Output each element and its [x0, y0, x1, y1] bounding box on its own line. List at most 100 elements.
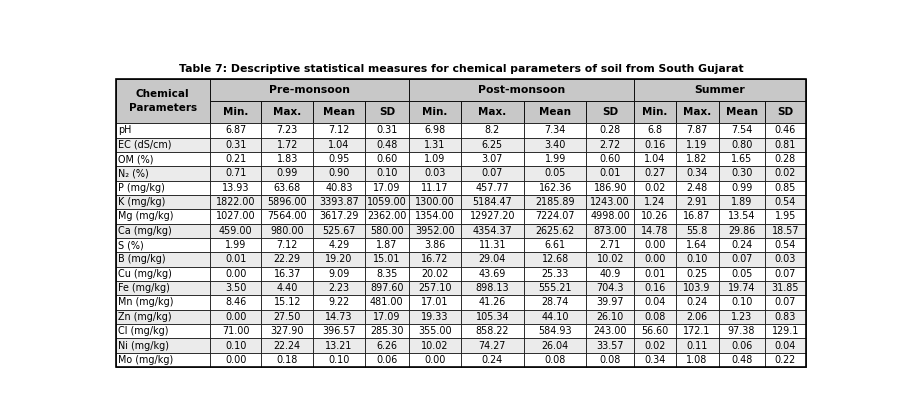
Text: 0.24: 0.24: [731, 240, 753, 250]
Text: 1.87: 1.87: [376, 240, 398, 250]
Text: Cu (mg/kg): Cu (mg/kg): [118, 269, 172, 279]
Bar: [718, 152, 765, 166]
Bar: [765, 138, 806, 152]
Bar: [461, 281, 524, 295]
Text: 22.29: 22.29: [274, 255, 301, 265]
Bar: [634, 238, 675, 252]
Text: 0.00: 0.00: [644, 240, 665, 250]
Bar: [210, 123, 261, 138]
Text: Max.: Max.: [682, 107, 711, 117]
Text: 6.8: 6.8: [647, 125, 663, 135]
Bar: [210, 267, 261, 281]
Text: Max.: Max.: [273, 107, 302, 117]
Text: 0.22: 0.22: [775, 355, 796, 365]
Bar: [586, 101, 634, 123]
Text: 6.98: 6.98: [424, 125, 445, 135]
Bar: [461, 166, 524, 181]
Bar: [765, 195, 806, 209]
Text: 580.00: 580.00: [370, 226, 404, 236]
Text: 0.02: 0.02: [644, 341, 665, 351]
Text: 26.10: 26.10: [596, 312, 624, 322]
Bar: [461, 209, 524, 224]
Bar: [586, 209, 634, 224]
Bar: [718, 101, 765, 123]
Bar: [524, 123, 586, 138]
Bar: [365, 209, 409, 224]
Text: 285.30: 285.30: [370, 326, 403, 336]
Bar: [765, 166, 806, 181]
Bar: [634, 252, 675, 267]
Bar: [313, 353, 365, 367]
Bar: [634, 267, 675, 281]
Bar: [409, 123, 461, 138]
Text: 0.08: 0.08: [644, 312, 665, 322]
Text: 3617.29: 3617.29: [320, 211, 359, 221]
Bar: [116, 338, 210, 353]
Text: 0.02: 0.02: [775, 168, 796, 178]
Text: 0.34: 0.34: [686, 168, 708, 178]
Bar: [313, 224, 365, 238]
Text: Mean: Mean: [726, 107, 758, 117]
Bar: [524, 281, 586, 295]
Text: 584.93: 584.93: [539, 326, 572, 336]
Text: 12927.20: 12927.20: [470, 211, 515, 221]
Bar: [409, 101, 461, 123]
Text: 4998.00: 4998.00: [590, 211, 630, 221]
Bar: [718, 166, 765, 181]
Bar: [765, 310, 806, 324]
Text: 6.87: 6.87: [224, 125, 246, 135]
Text: 40.83: 40.83: [325, 183, 353, 193]
Text: 0.85: 0.85: [775, 183, 797, 193]
Text: 15.12: 15.12: [274, 297, 301, 307]
Bar: [718, 281, 765, 295]
Text: 1243.00: 1243.00: [590, 197, 630, 207]
Text: 16.72: 16.72: [421, 255, 448, 265]
Bar: [261, 238, 313, 252]
Bar: [461, 238, 524, 252]
Bar: [634, 353, 675, 367]
Bar: [524, 238, 586, 252]
Text: 0.71: 0.71: [224, 168, 246, 178]
Text: 1.64: 1.64: [686, 240, 708, 250]
Bar: [210, 181, 261, 195]
Bar: [675, 310, 718, 324]
Bar: [313, 138, 365, 152]
Bar: [210, 238, 261, 252]
Bar: [409, 209, 461, 224]
Text: 481.00: 481.00: [370, 297, 404, 307]
Bar: [116, 209, 210, 224]
Text: 1.99: 1.99: [544, 154, 566, 164]
Bar: [461, 353, 524, 367]
Bar: [461, 224, 524, 238]
Bar: [210, 79, 409, 101]
Text: 17.09: 17.09: [373, 183, 401, 193]
Text: 0.10: 0.10: [376, 168, 398, 178]
Text: Min.: Min.: [422, 107, 447, 117]
Text: 6.25: 6.25: [482, 140, 503, 150]
Bar: [765, 267, 806, 281]
Bar: [261, 252, 313, 267]
Bar: [365, 238, 409, 252]
Text: 40.9: 40.9: [600, 269, 621, 279]
Text: Mean: Mean: [540, 107, 571, 117]
Bar: [210, 101, 261, 123]
Text: 457.77: 457.77: [476, 183, 509, 193]
Bar: [210, 195, 261, 209]
Bar: [461, 338, 524, 353]
Bar: [675, 295, 718, 310]
Bar: [524, 267, 586, 281]
Bar: [365, 338, 409, 353]
Text: 7.87: 7.87: [686, 125, 708, 135]
Text: 31.85: 31.85: [771, 283, 799, 293]
Text: 0.34: 0.34: [644, 355, 665, 365]
Text: Table 7: Descriptive statistical measures for chemical parameters of soil from S: Table 7: Descriptive statistical measure…: [179, 64, 744, 74]
Text: 28.74: 28.74: [541, 297, 569, 307]
Text: 63.68: 63.68: [274, 183, 301, 193]
Bar: [461, 181, 524, 195]
Text: 1.23: 1.23: [731, 312, 753, 322]
Text: 16.87: 16.87: [683, 211, 710, 221]
Text: 29.04: 29.04: [479, 255, 506, 265]
Text: 0.00: 0.00: [424, 355, 445, 365]
Text: 7224.07: 7224.07: [535, 211, 575, 221]
Bar: [634, 310, 675, 324]
